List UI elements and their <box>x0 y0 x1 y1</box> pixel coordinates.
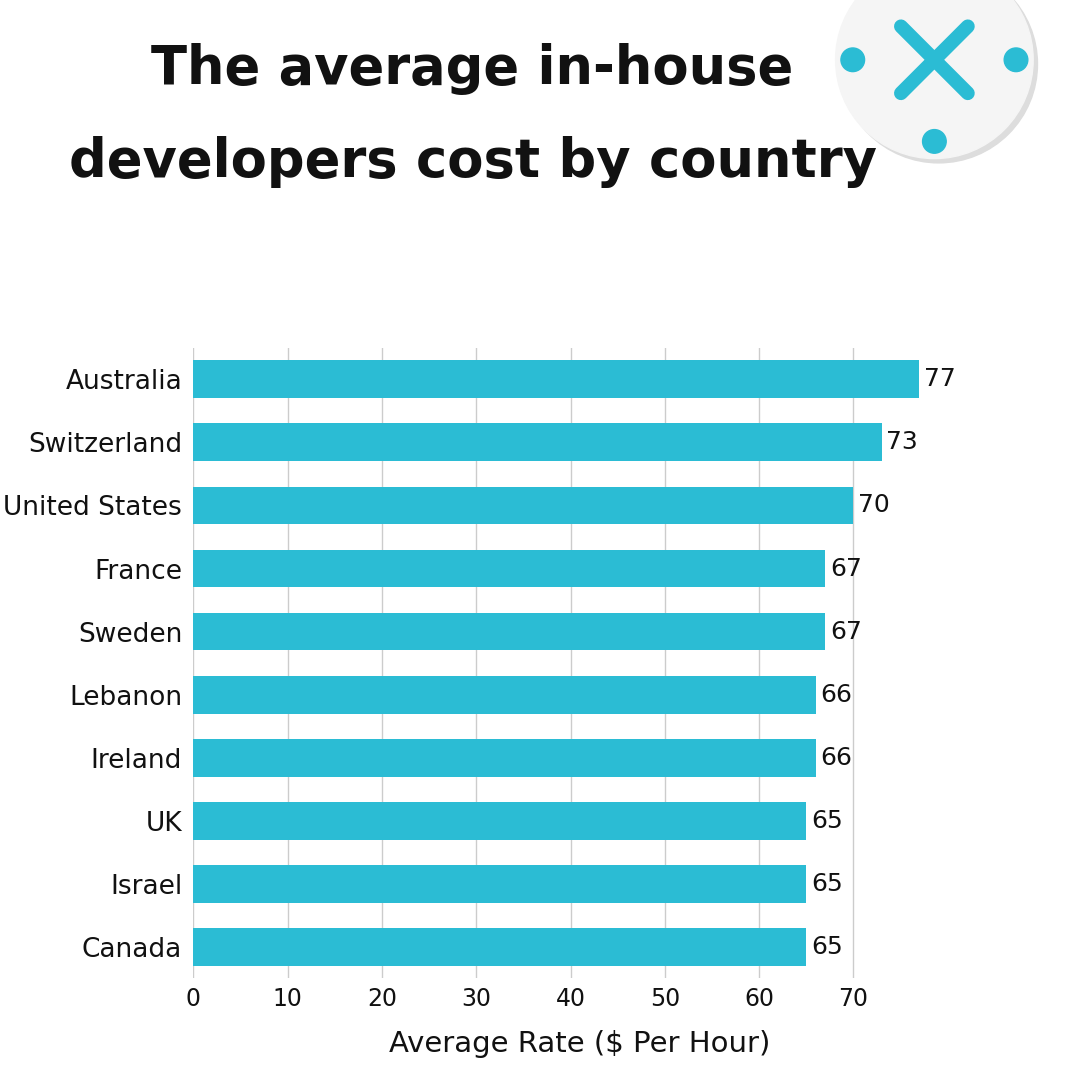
Bar <box>193 802 807 839</box>
Bar <box>193 739 816 776</box>
X-axis label: Average Rate ($ Per Hour): Average Rate ($ Per Hour) <box>389 1030 771 1058</box>
Bar <box>193 361 919 398</box>
Circle shape <box>840 0 1037 163</box>
Bar <box>193 550 825 587</box>
Bar <box>193 865 807 902</box>
Circle shape <box>923 129 946 153</box>
Text: 66: 66 <box>821 683 853 707</box>
Text: 65: 65 <box>811 809 843 833</box>
Text: 67: 67 <box>830 557 861 580</box>
Text: 77: 77 <box>924 367 956 391</box>
Text: The average in-house: The average in-house <box>151 43 794 96</box>
Text: 70: 70 <box>858 493 890 517</box>
Bar <box>193 613 825 650</box>
Circle shape <box>841 48 865 72</box>
Text: developers cost by country: developers cost by country <box>69 136 876 188</box>
Text: 73: 73 <box>886 430 918 454</box>
Bar <box>193 928 807 965</box>
Circle shape <box>836 0 1033 159</box>
Text: 65: 65 <box>811 935 843 959</box>
Bar <box>193 424 882 461</box>
Circle shape <box>1004 48 1028 72</box>
Bar <box>193 487 854 524</box>
Text: 66: 66 <box>821 746 853 770</box>
Text: 65: 65 <box>811 872 843 896</box>
Text: 67: 67 <box>830 620 861 644</box>
Bar <box>193 676 816 713</box>
